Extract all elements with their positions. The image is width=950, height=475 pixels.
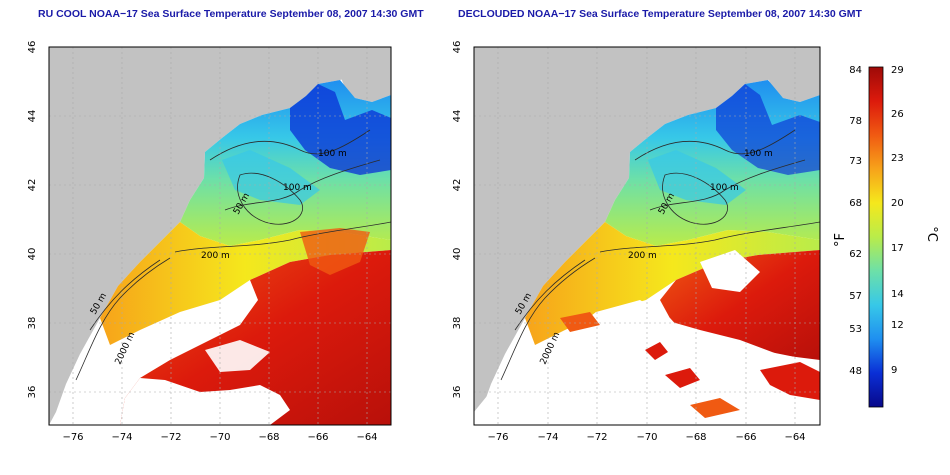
y-tick-label: 42 [27, 179, 38, 192]
fahrenheit-tick: 78 [849, 116, 862, 127]
y-tick-label: 40 [27, 248, 38, 261]
left-contour-label: 100 m [283, 183, 312, 193]
x-tick-label: −66 [735, 432, 756, 443]
celsius-tick: 20 [891, 198, 904, 209]
colorbar: 84 78 73 68 62 57 53 48 29 26 23 20 17 1… [833, 65, 939, 408]
left-grid [49, 47, 391, 425]
x-tick-label: −74 [537, 432, 558, 443]
right-land [474, 47, 820, 425]
fahrenheit-axis-label: °F [833, 233, 848, 247]
x-tick-label: −72 [160, 432, 181, 443]
x-tick-label: −74 [111, 432, 132, 443]
left-bathymetry-contours [75, 129, 391, 381]
y-tick-label: 46 [27, 41, 38, 54]
right-map-frame [473, 46, 821, 426]
fahrenheit-tick: 68 [849, 198, 862, 209]
right-grid [474, 47, 820, 425]
celsius-tick: 29 [891, 65, 904, 76]
celsius-tick: 26 [891, 109, 904, 120]
right-contour-label: 200 m [628, 251, 657, 261]
y-tick-label: 44 [27, 110, 38, 123]
y-tick-label: 38 [27, 317, 38, 330]
right-contour-label: 100 m [744, 149, 773, 159]
celsius-tick: 12 [891, 320, 904, 331]
celsius-tick: 23 [891, 153, 904, 164]
x-tick-label: −76 [62, 432, 83, 443]
celsius-tick: 9 [891, 365, 897, 376]
left-map: 100 m 50 m 100 m 200 m 50 m 2000 m −76 −… [27, 41, 392, 443]
y-tick-label: 44 [452, 110, 463, 123]
x-tick-label: −68 [685, 432, 706, 443]
fahrenheit-tick: 62 [849, 249, 862, 260]
left-land [49, 47, 391, 425]
right-bathymetry-contours [500, 129, 820, 381]
x-tick-label: −70 [636, 432, 657, 443]
x-tick-label: −64 [356, 432, 377, 443]
y-tick-label: 38 [452, 317, 463, 330]
x-tick-label: −72 [586, 432, 607, 443]
right-panel-title: DECLOUDED NOAA−17 Sea Surface Temperatur… [458, 8, 862, 20]
left-panel-title: RU COOL NOAA−17 Sea Surface Temperature … [38, 8, 424, 20]
x-tick-label: −64 [784, 432, 805, 443]
colorbar-gradient [868, 66, 884, 408]
fahrenheit-tick: 84 [849, 65, 862, 76]
right-sst-gulfstream [660, 250, 820, 360]
left-sst-gulfstream [120, 250, 391, 425]
y-tick-label: 46 [452, 41, 463, 54]
right-x-axis: −76 −74 −72 −70 −68 −66 −64 [487, 432, 805, 443]
x-tick-label: −68 [258, 432, 279, 443]
left-y-axis: 46 44 42 40 38 36 [27, 41, 38, 399]
y-tick-label: 42 [452, 179, 463, 192]
right-contour-label: 100 m [710, 183, 739, 193]
celsius-axis-label: °C [924, 226, 939, 242]
celsius-tick: 14 [891, 289, 904, 300]
y-tick-label: 40 [452, 248, 463, 261]
left-map-frame [48, 46, 392, 426]
celsius-tick: 17 [891, 243, 904, 254]
x-tick-label: −70 [209, 432, 230, 443]
fahrenheit-tick: 57 [849, 291, 862, 302]
left-x-axis: −76 −74 −72 −70 −68 −66 −64 [62, 432, 377, 443]
fahrenheit-scale: 84 78 73 68 62 57 53 48 [849, 65, 862, 377]
y-tick-label: 36 [452, 386, 463, 399]
fahrenheit-tick: 48 [849, 366, 862, 377]
x-tick-label: −76 [487, 432, 508, 443]
right-map: 100 m 50 m 100 m 200 m 50 m 2000 m −76 −… [452, 41, 821, 443]
fahrenheit-tick: 53 [849, 324, 862, 335]
x-tick-label: −66 [307, 432, 328, 443]
celsius-scale: 29 26 23 20 17 14 12 9 [891, 65, 904, 376]
left-contour-label: 100 m [318, 149, 347, 159]
right-y-axis: 46 44 42 40 38 36 [452, 41, 463, 399]
y-tick-label: 36 [27, 386, 38, 399]
fahrenheit-tick: 73 [849, 156, 862, 167]
left-contour-label: 200 m [201, 251, 230, 261]
